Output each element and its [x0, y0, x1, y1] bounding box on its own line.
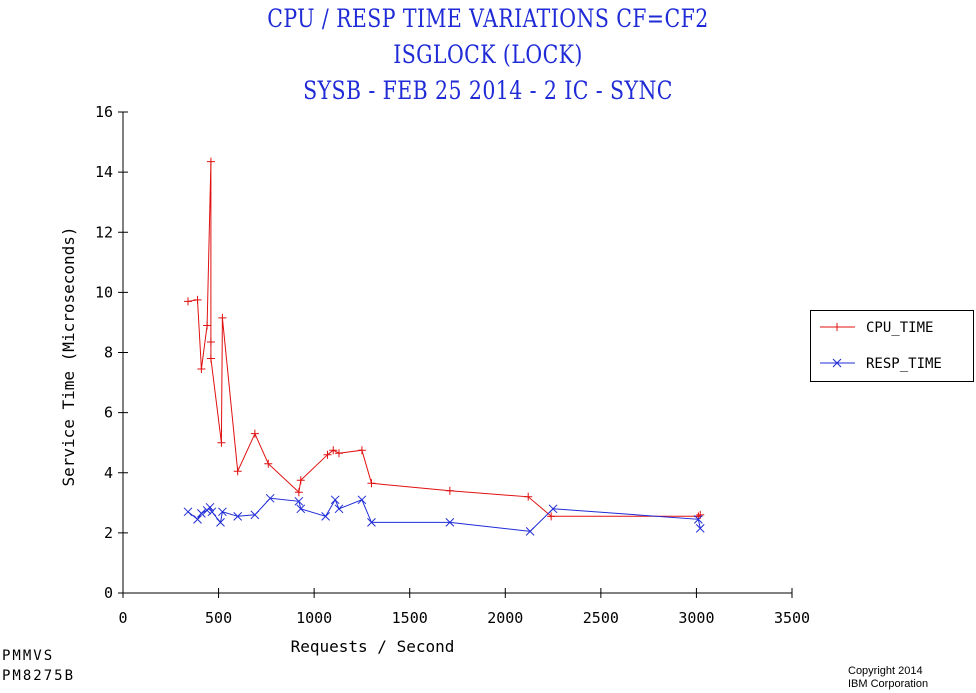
legend-marker-resp-time — [832, 358, 842, 368]
x-tick-label-500: 500 — [205, 609, 232, 627]
data-point-resp-time-0 — [183, 507, 193, 517]
data-point-resp-time-1 — [193, 514, 202, 524]
chart-title-line-3: SYSB - FEB 25 2014 - 2 IC - SYNC — [303, 76, 673, 105]
chart-title-line-1: CPU / RESP TIME VARIATIONS CF=CF2 — [267, 4, 709, 33]
data-point-cpu-time-0 — [183, 297, 192, 306]
data-point-cpu-time-12 — [294, 488, 303, 497]
data-point-cpu-time-15 — [329, 446, 338, 455]
data-point-resp-time-15 — [334, 504, 344, 514]
data-point-resp-time-20 — [548, 504, 558, 514]
legend-marker-cpu-time — [833, 323, 841, 331]
y-tick-label-12: 12 — [95, 223, 113, 241]
legend-box — [810, 310, 974, 382]
data-point-cpu-time-6 — [206, 354, 215, 363]
data-point-resp-time-5 — [207, 507, 217, 517]
series-line-resp-time — [187, 497, 701, 532]
x-tick-label-3500: 3500 — [774, 609, 810, 627]
data-point-resp-time-11 — [294, 496, 304, 506]
y-tick-label-6: 6 — [104, 404, 113, 422]
y-tick-label-10: 10 — [95, 283, 113, 301]
data-point-resp-time-12 — [296, 504, 306, 514]
x-axis-label: Requests / Second — [291, 637, 455, 656]
y-tick-label-14: 14 — [95, 163, 113, 181]
data-point-cpu-time-5 — [206, 337, 215, 346]
footer-report-id: PM8275B — [2, 668, 76, 684]
data-point-resp-time-10 — [265, 493, 275, 503]
data-point-resp-time-9 — [250, 510, 260, 520]
y-tick-label-0: 0 — [104, 584, 113, 602]
y-tick-label-2: 2 — [104, 524, 113, 542]
data-point-resp-time-13 — [321, 511, 330, 521]
x-tick-label-2500: 2500 — [583, 609, 619, 627]
y-tick-label-4: 4 — [104, 464, 113, 482]
data-point-resp-time-6 — [216, 517, 225, 527]
data-point-cpu-time-16 — [334, 449, 343, 458]
data-point-resp-time-2 — [197, 508, 206, 518]
copyright-line-2: IBM Corporation — [848, 678, 929, 690]
chart-title-line-2: ISGLOCK (LOCK) — [393, 40, 583, 69]
y-tick-label-8: 8 — [104, 344, 113, 362]
data-point-resp-time-18 — [445, 517, 455, 527]
data-point-resp-time-14 — [330, 495, 340, 505]
data-point-resp-time-22 — [695, 524, 705, 533]
data-point-cpu-time-11 — [264, 459, 273, 468]
legend-label-cpu-time: CPU_TIME — [866, 320, 933, 336]
data-point-resp-time-19 — [525, 527, 535, 536]
data-point-cpu-time-13 — [296, 476, 305, 485]
x-tick-label-2000: 2000 — [487, 609, 523, 627]
x-tick-label-0: 0 — [118, 609, 127, 627]
data-point-cpu-time-1 — [193, 295, 202, 304]
data-point-cpu-time-14 — [323, 450, 332, 459]
data-point-resp-time-8 — [233, 511, 243, 521]
data-point-resp-time-4 — [205, 502, 215, 512]
data-point-cpu-time-3 — [203, 321, 212, 330]
x-tick-label-1000: 1000 — [296, 609, 332, 627]
data-point-cpu-time-4 — [206, 157, 215, 166]
data-point-resp-time-16 — [357, 495, 367, 505]
x-tick-label-3000: 3000 — [678, 609, 714, 627]
x-tick-label-1500: 1500 — [392, 609, 428, 627]
footer-report-name: PMMVS — [2, 648, 55, 664]
data-point-resp-time-21 — [693, 514, 703, 524]
y-tick-label-16: 16 — [95, 103, 113, 121]
data-point-cpu-time-9 — [233, 467, 242, 476]
copyright-line-1: Copyright 2014 — [848, 665, 923, 677]
data-point-cpu-time-8 — [218, 313, 227, 322]
y-axis-label: Service Time (Microseconds) — [59, 226, 78, 486]
data-point-cpu-time-18 — [367, 479, 376, 488]
legend-label-resp-time: RESP_TIME — [866, 356, 942, 372]
data-point-cpu-time-2 — [197, 365, 206, 374]
data-point-cpu-time-7 — [217, 438, 226, 447]
data-point-resp-time-7 — [218, 507, 227, 517]
data-point-resp-time-17 — [367, 517, 376, 527]
data-point-cpu-time-17 — [357, 446, 366, 455]
data-point-cpu-time-20 — [524, 492, 533, 501]
data-point-cpu-time-19 — [445, 486, 454, 495]
series-line-cpu-time — [187, 161, 701, 517]
data-point-cpu-time-21 — [547, 512, 556, 521]
data-point-cpu-time-10 — [250, 429, 259, 438]
